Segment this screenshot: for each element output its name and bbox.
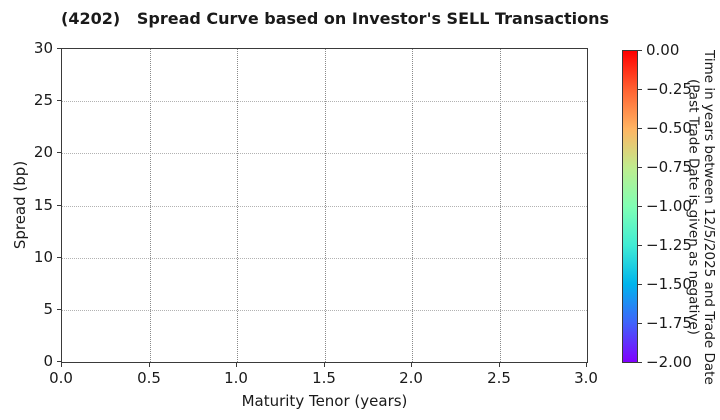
y-tick-label: 20 [33,143,53,161]
y-tick-mark [57,152,61,153]
colorbar-tick-label: −0.75 [646,158,692,176]
y-gridline [62,153,587,154]
chart-title: (4202) Spread Curve based on Investor's … [61,9,610,28]
x-tick-label: 1.0 [224,369,248,387]
x-gridline [412,49,413,362]
colorbar-label: Time in years between 12/5/2025 and Trad… [684,50,717,385]
colorbar-tick-label: −1.75 [646,314,692,332]
x-gridline [325,49,326,362]
colorbar-tick-mark [638,323,642,324]
x-gridline [500,49,501,362]
colorbar-label-line2: (Past Trade Date is given as negative) [685,78,702,335]
colorbar-tick-label: −1.00 [646,197,692,215]
x-tick-label: 2.5 [487,369,511,387]
y-tick-label: 15 [33,196,53,214]
colorbar-tick-mark [638,245,642,246]
x-tick-mark [586,363,587,367]
y-tick-label: 30 [33,39,53,57]
colorbar-tick-mark [638,89,642,90]
y-tick-mark [57,257,61,258]
x-tick-label: 3.0 [574,369,598,387]
y-gridline [62,258,587,259]
colorbar-tick-mark [638,284,642,285]
colorbar-label-line1: Time in years between 12/5/2025 and Trad… [701,50,717,385]
x-tick-mark [411,363,412,367]
x-tick-label: 0.5 [137,369,161,387]
y-gridline [62,206,587,207]
colorbar-tick-mark [638,167,642,168]
colorbar-tick-label: −2.00 [646,353,692,371]
colorbar-tick-label: −1.25 [646,236,692,254]
colorbar-tick-label: −0.50 [646,119,692,137]
y-tick-label: 0 [43,352,53,370]
x-tick-mark [61,363,62,367]
colorbar-gradient [622,50,638,363]
y-tick-mark [57,48,61,49]
y-tick-mark [57,361,61,362]
x-gridline [150,49,151,362]
colorbar-tick-label: −0.25 [646,80,692,98]
x-axis-label: Maturity Tenor (years) [241,392,408,410]
x-tick-mark [236,363,237,367]
colorbar-tick-mark [638,50,642,51]
x-gridline [237,49,238,362]
colorbar-tick-mark [638,362,642,363]
x-tick-label: 1.5 [312,369,336,387]
y-tick-label: 25 [33,91,53,109]
y-tick-label: 10 [33,248,53,266]
colorbar-tick-label: −1.50 [646,275,692,293]
x-tick-mark [499,363,500,367]
y-tick-label: 5 [43,300,53,318]
x-tick-mark [149,363,150,367]
y-tick-mark [57,100,61,101]
plot-area [61,48,588,363]
y-gridline [62,101,587,102]
colorbar-tick-mark [638,128,642,129]
colorbar-tick-mark [638,206,642,207]
x-tick-label: 0.0 [49,369,73,387]
x-tick-label: 2.0 [399,369,423,387]
x-tick-mark [324,363,325,367]
y-tick-mark [57,205,61,206]
y-tick-mark [57,309,61,310]
y-gridline [62,310,587,311]
colorbar-tick-label: 0.00 [646,41,680,59]
